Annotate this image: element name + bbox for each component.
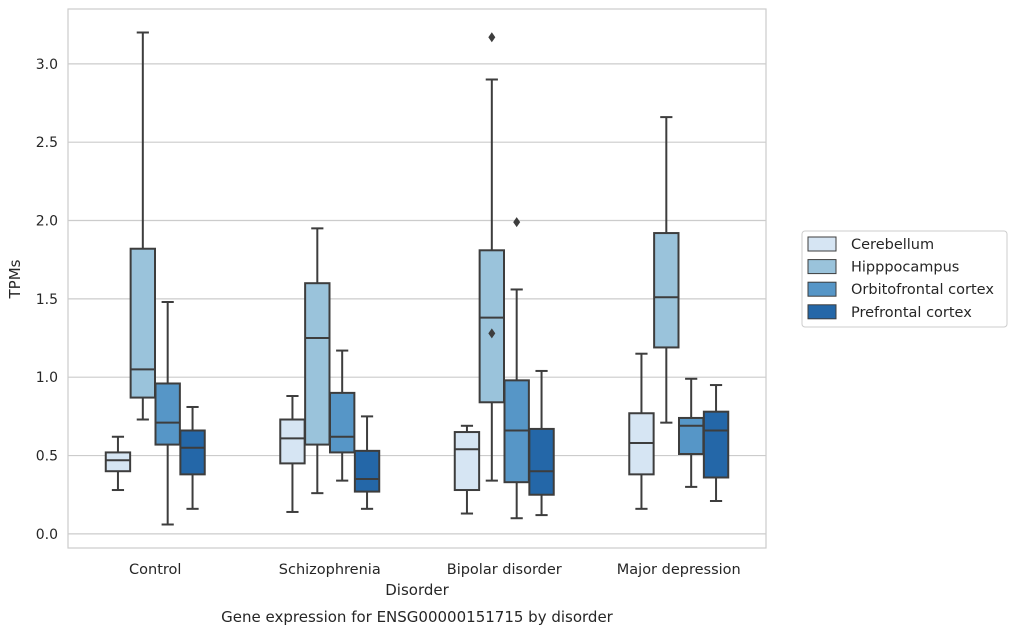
box-iqr [455,432,479,490]
legend-label: Orbitofrontal cortex [851,282,994,298]
box-iqr [654,233,678,347]
y-tick-label: 1.5 [36,292,58,308]
legend-label: Prefrontal cortex [851,305,972,321]
x-axis-label: Disorder [385,581,449,599]
y-tick-label: 1.0 [36,370,58,386]
legend: Cerebellum Hipppocampus Orbitofrontal cort… [802,231,1007,327]
legend-label: Cerebellum [851,237,934,253]
outlier-point [488,32,495,42]
box-0-1 [280,396,304,512]
x-tick-labels: Control Schizophrenia Bipolar disorder Majo… [129,562,741,578]
box-3-2 [529,371,553,515]
y-tick-label: 2.5 [36,135,58,151]
box-iqr [529,429,553,495]
box-iqr [355,451,379,492]
box-iqr [480,250,504,402]
box-iqr [330,393,354,453]
y-tick-label: 0.0 [36,527,58,543]
x-tick-label: Control [129,562,181,578]
box-iqr [305,283,329,444]
box-iqr [280,420,304,464]
box-iqr [106,452,130,471]
box-series [106,32,728,524]
legend-swatch [808,305,836,319]
y-tick-label: 2.0 [36,214,58,230]
box-plot-chart: 0.0 0.5 1.0 1.5 2.0 2.5 3.0 Control Schizophren… [0,0,1018,634]
y-axis-label: TPMs [6,259,24,299]
x-tick-label: Bipolar disorder [447,562,562,578]
box-0-0 [106,437,130,490]
box-iqr [131,249,155,398]
box-plot-figure: 0.0 0.5 1.0 1.5 2.0 2.5 3.0 Control Schizophren… [0,0,1018,634]
box-2-3 [679,379,703,487]
box-1-2 [480,32,504,480]
box-1-0 [131,33,155,420]
box-1-1 [305,228,329,493]
box-iqr [704,412,728,478]
x-tick-label: Major depression [617,562,741,578]
y-tick-labels: 0.0 0.5 1.0 1.5 2.0 2.5 3.0 [36,57,58,543]
legend-swatch [808,237,836,251]
box-iqr [180,430,204,474]
figure-caption: Gene expression for ENSG00000151715 by d… [221,608,614,626]
box-iqr [679,418,703,454]
box-3-0 [180,407,204,509]
legend-swatch [808,282,836,296]
x-tick-label: Schizophrenia [279,562,381,578]
box-iqr [155,383,179,444]
outlier-point [513,217,520,227]
y-tick-label: 0.5 [36,449,58,465]
legend-swatch [808,260,836,274]
box-3-1 [355,416,379,508]
box-2-2 [504,217,528,518]
box-0-2 [455,426,479,514]
box-2-1 [330,351,354,481]
box-2-0 [155,302,179,524]
y-tick-label: 3.0 [36,57,58,73]
box-3-3 [704,385,728,501]
legend-label: Hipppocampus [851,260,959,276]
